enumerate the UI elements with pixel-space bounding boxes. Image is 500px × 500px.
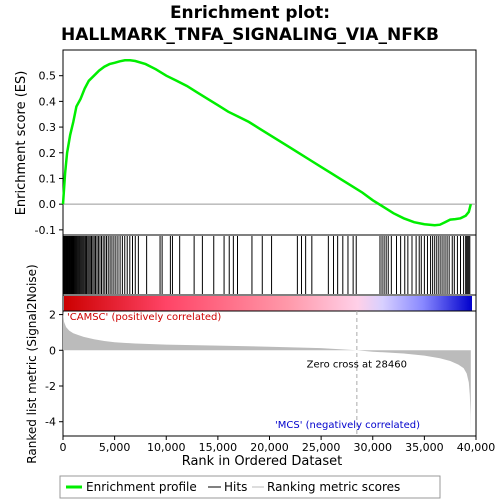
x-tick-label: 40,000	[457, 441, 496, 454]
legend-label-enrichment: Enrichment profile	[86, 480, 197, 494]
hit-markers	[63, 236, 471, 294]
x-tick-label: 0	[60, 441, 67, 454]
metric-ytick-label: -4	[45, 416, 56, 429]
legend-label-metric: Ranking metric scores	[267, 480, 400, 494]
es-panel-frame	[62, 49, 477, 236]
es-ytick-label: 0.1	[39, 172, 57, 185]
x-tick-label: 20,000	[250, 441, 289, 454]
x-tick-label: 10,000	[147, 441, 186, 454]
metric-panel-frame	[62, 310, 477, 437]
x-tick-label: 15,000	[199, 441, 238, 454]
positive-correlation-label: 'CAMSC' (positively correlated)	[67, 312, 221, 323]
es-ytick-label: 0.5	[39, 70, 57, 83]
legend-box	[59, 475, 441, 499]
metric-ytick-label: 0	[49, 344, 56, 357]
chart-title-line2: HALLMARK_TNFA_SIGNALING_VIA_NFKB	[61, 25, 439, 45]
es-ytick-label: 0.3	[39, 121, 57, 134]
es-ytick-label: 0.0	[39, 198, 57, 211]
x-tick-label: 5,000	[99, 441, 131, 454]
legend-label-hits: Hits	[224, 480, 247, 494]
es-ytick-label: 0.2	[39, 147, 57, 160]
chart-title-line1: Enrichment plot:	[170, 3, 330, 23]
metric-yticks: -4 -2 0 2	[45, 309, 63, 429]
metric-ytick-label: 2	[49, 309, 56, 322]
x-axis-ticks: 0 5,000 10,000 15,000 20,000 25,000 30,000 35,0…	[60, 436, 496, 454]
x-tick-label: 35,000	[405, 441, 444, 454]
es-yticks: -0.1 0.0 0.1 0.2 0.3 0.4 0.5	[35, 70, 63, 237]
x-axis-label: Rank in Ordered Dataset	[182, 454, 343, 469]
metric-ytick-label: -2	[45, 380, 56, 393]
hits-panel-frame	[62, 234, 477, 296]
negative-correlation-label: 'MCS' (negatively correlated)	[275, 420, 420, 431]
x-tick-label: 25,000	[302, 441, 341, 454]
rank-colorbar	[64, 296, 472, 311]
es-ytick-label: 0.4	[39, 95, 57, 108]
metric-ylabel: Ranked list metric (Signal2Noise)	[25, 264, 39, 463]
es-profile-line	[61, 59, 473, 227]
zero-cross-label: Zero cross at 28460	[307, 359, 407, 370]
x-tick-label: 30,000	[354, 441, 393, 454]
es-ylabel: Enrichment score (ES)	[14, 71, 29, 216]
es-ytick-label: -0.1	[35, 224, 56, 237]
